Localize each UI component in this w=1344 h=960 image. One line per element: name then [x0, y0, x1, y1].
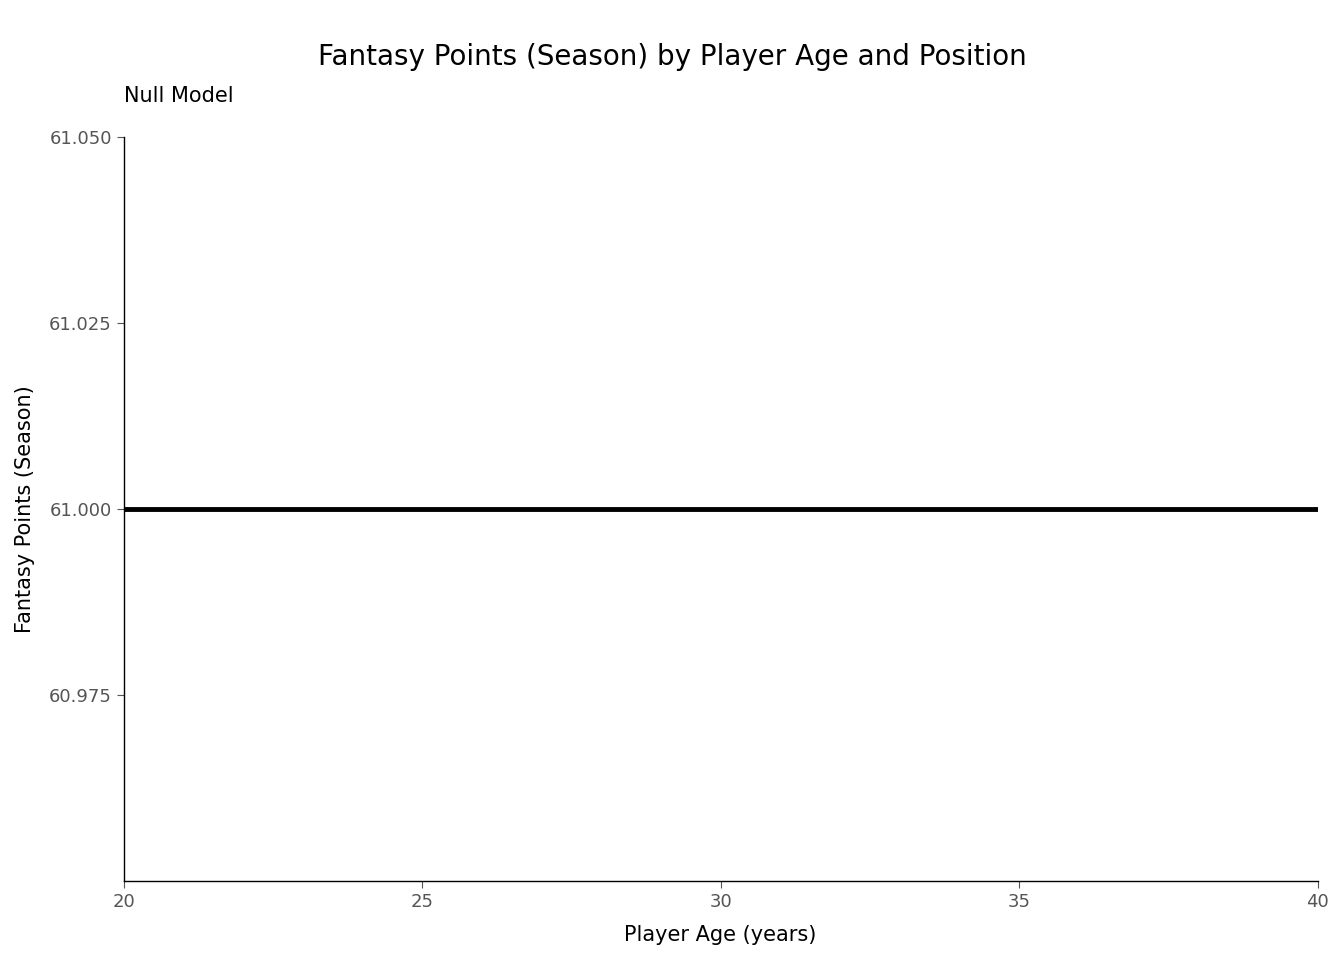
Y-axis label: Fantasy Points (Season): Fantasy Points (Season) [15, 385, 35, 634]
X-axis label: Player Age (years): Player Age (years) [625, 925, 817, 945]
Text: Fantasy Points (Season) by Player Age and Position: Fantasy Points (Season) by Player Age an… [317, 43, 1027, 71]
Text: Null Model: Null Model [124, 86, 234, 107]
